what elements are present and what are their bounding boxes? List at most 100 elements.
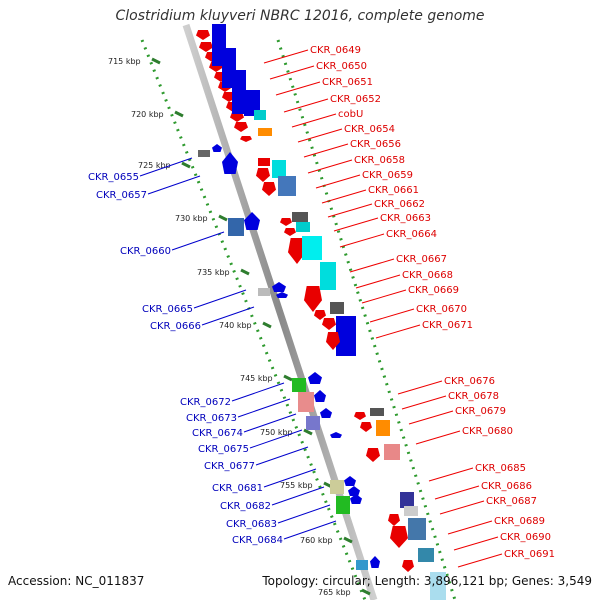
gene-label-forward: CKR_0669 <box>408 285 459 296</box>
gene-feature <box>336 496 350 514</box>
gene-label-forward: CKR_0686 <box>481 481 532 492</box>
leader-line <box>283 98 329 113</box>
leader-line <box>201 306 255 326</box>
gene-arrow <box>330 432 342 438</box>
gene-feature <box>376 420 390 436</box>
gene-label-reverse: CKR_0683 <box>226 519 277 530</box>
leader-line <box>269 65 315 80</box>
scale-tick-label: 765 kbp <box>318 588 351 597</box>
gene-label-forward: CKR_0671 <box>422 320 473 331</box>
leader-line <box>447 520 493 535</box>
leader-line <box>361 289 407 304</box>
scale-tick <box>303 428 313 436</box>
gene-feature <box>272 160 286 178</box>
gene-arrow <box>322 318 336 330</box>
leader-line <box>369 308 415 323</box>
gene-arrow <box>222 152 238 174</box>
gene-label-forward: CKR_0676 <box>444 376 495 387</box>
gene-arrow <box>308 372 322 384</box>
gene-feature <box>384 444 400 460</box>
gene-label-forward: CKR_0668 <box>402 270 453 281</box>
gene-arrow <box>256 168 270 182</box>
gene-feature <box>430 572 446 600</box>
gene-label-forward: CKR_0649 <box>310 45 361 56</box>
gene-arrow <box>280 218 292 226</box>
gene-label-reverse: CKR_0655 <box>88 172 139 183</box>
leader-line <box>277 504 331 524</box>
gene-label-reverse: CKR_0681 <box>212 483 263 494</box>
gene-arrow <box>212 144 222 152</box>
leader-line <box>439 500 485 515</box>
accession-text: Accession: NC_011837 <box>8 574 145 588</box>
leader-line <box>349 258 395 273</box>
gene-arrow <box>304 286 322 312</box>
leader-line <box>237 398 291 418</box>
gene-arrow <box>360 422 372 432</box>
gene-label-reverse: CKR_0682 <box>220 501 271 512</box>
gene-label-reverse: CKR_0684 <box>232 535 283 546</box>
scale-tick-label: 760 kbp <box>300 536 333 545</box>
gene-features[interactable] <box>196 24 446 600</box>
leader-line <box>315 174 361 189</box>
leader-line <box>339 233 385 248</box>
gene-arrow <box>314 390 326 402</box>
gene-arrow <box>314 310 326 320</box>
gene-label-forward: CKR_0654 <box>344 124 395 135</box>
gene-feature <box>404 506 418 516</box>
scale-tick-label: 715 kbp <box>108 57 141 66</box>
gene-label-reverse: CKR_0657 <box>96 190 147 201</box>
leader-line <box>401 395 447 410</box>
gene-label-forward: CKR_0689 <box>494 516 545 527</box>
gene-feature <box>198 150 210 157</box>
gene-label-forward: CKR_0651 <box>322 77 373 88</box>
gene-feature <box>292 212 308 222</box>
leader-line <box>307 159 353 174</box>
gene-feature <box>228 218 244 236</box>
gene-arrow <box>388 514 400 526</box>
scale-tick-label: 735 kbp <box>197 268 230 277</box>
gene-label-reverse: CKR_0674 <box>192 428 243 439</box>
leader-line <box>321 189 367 204</box>
gene-arrow <box>244 212 260 230</box>
leader-line <box>171 231 225 251</box>
scale-tick <box>181 161 191 169</box>
leader-line <box>428 467 474 482</box>
gene-label-forward: CKR_0687 <box>486 496 537 507</box>
gene-feature <box>336 316 356 356</box>
gene-arrow <box>230 112 244 122</box>
gene-label-forward: CKR_0659 <box>362 170 413 181</box>
gene-arrow <box>370 556 380 568</box>
gene-arrow <box>199 42 213 52</box>
leader-line <box>243 413 297 433</box>
gene-label-forward: CKR_0652 <box>330 94 381 105</box>
leader-line <box>303 143 349 158</box>
gene-arrow <box>402 560 414 572</box>
scale-tick <box>174 110 184 118</box>
gene-label-reverse: CKR_0672 <box>180 397 231 408</box>
gene-label-forward: CKR_0690 <box>500 532 551 543</box>
scale-tick-label: 730 kbp <box>175 214 208 223</box>
gene-arrow <box>344 476 356 486</box>
gene-labels[interactable]: CKR_0649 CKR_0650 CKR_0651 CKR_0652 cobU CKR_… <box>88 45 555 560</box>
gene-label-forward: CKR_0658 <box>354 155 405 166</box>
leader-line <box>249 429 303 449</box>
gene-arrow <box>390 526 408 548</box>
scale-tick-label: 745 kbp <box>240 374 273 383</box>
genome-summary: Topology: circular; Length: 3,896,121 bp… <box>262 574 592 588</box>
genome-title: Clostridium kluyveri NBRC 12016, complet… <box>115 8 485 24</box>
scale-tick-marks <box>151 57 371 596</box>
gene-label-forward: CKR_0670 <box>416 304 467 315</box>
gene-label-forward: CKR_0661 <box>368 185 419 196</box>
gene-label-forward: CKR_0678 <box>448 391 499 402</box>
gene-label-reverse: CKR_0675 <box>198 444 249 455</box>
scale-tick-label: 755 kbp <box>280 481 313 490</box>
gene-arrow <box>288 238 306 264</box>
gene-feature <box>244 90 260 116</box>
inner-tick-track <box>276 39 457 600</box>
gene-arrow <box>348 486 360 496</box>
gene-feature <box>320 262 336 290</box>
leader-line <box>333 217 379 232</box>
scale-tick <box>151 57 161 65</box>
gene-label-reverse: CKR_0665 <box>142 304 193 315</box>
